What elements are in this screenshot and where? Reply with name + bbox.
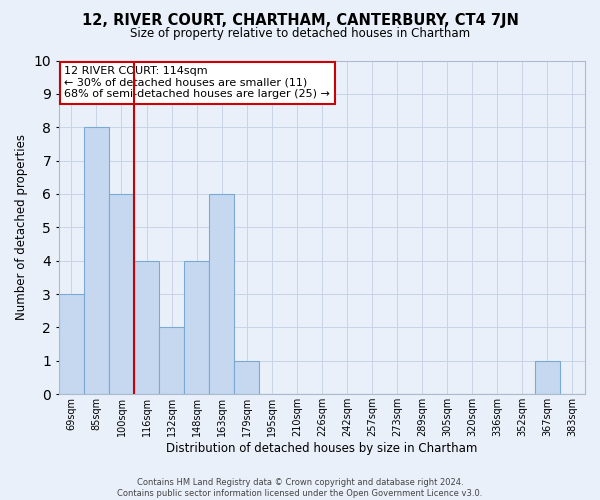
Bar <box>234 361 259 394</box>
Bar <box>184 260 209 394</box>
Text: 12, RIVER COURT, CHARTHAM, CANTERBURY, CT4 7JN: 12, RIVER COURT, CHARTHAM, CANTERBURY, C… <box>82 12 518 28</box>
Text: 12 RIVER COURT: 114sqm
← 30% of detached houses are smaller (11)
68% of semi-det: 12 RIVER COURT: 114sqm ← 30% of detached… <box>64 66 330 100</box>
X-axis label: Distribution of detached houses by size in Chartham: Distribution of detached houses by size … <box>166 442 478 455</box>
Text: Size of property relative to detached houses in Chartham: Size of property relative to detached ho… <box>130 28 470 40</box>
Text: Contains HM Land Registry data © Crown copyright and database right 2024.
Contai: Contains HM Land Registry data © Crown c… <box>118 478 482 498</box>
Bar <box>535 361 560 394</box>
Bar <box>59 294 84 394</box>
Bar <box>134 260 159 394</box>
Bar <box>209 194 234 394</box>
Y-axis label: Number of detached properties: Number of detached properties <box>15 134 28 320</box>
Bar <box>109 194 134 394</box>
Bar <box>159 328 184 394</box>
Bar <box>84 127 109 394</box>
